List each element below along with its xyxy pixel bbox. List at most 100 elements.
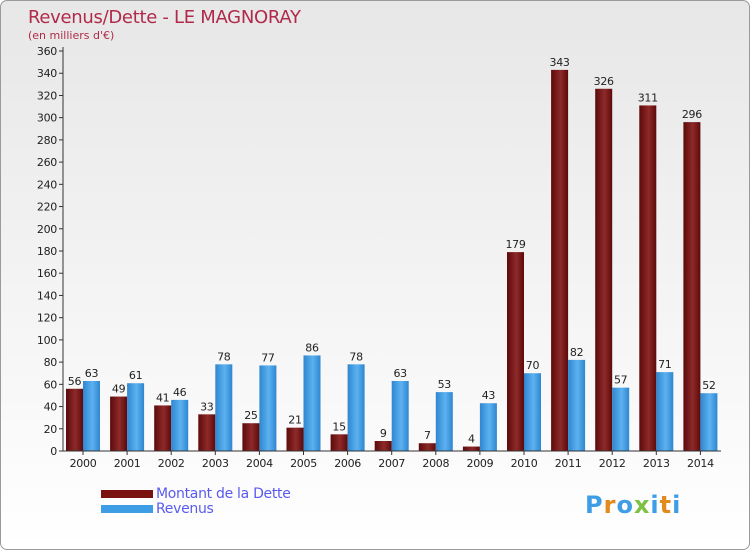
bar-debt-2006 — [330, 434, 348, 451]
value-label-debt-2011: 343 — [550, 56, 570, 69]
bar-debt-2007 — [374, 441, 392, 451]
value-label-revenue-2005: 86 — [305, 341, 319, 354]
value-label-revenue-2000: 63 — [85, 367, 99, 380]
value-label-debt-2010: 179 — [505, 238, 525, 251]
value-label-revenue-2012: 57 — [614, 374, 628, 387]
x-tick-label-2000: 2000 — [70, 457, 97, 470]
logo-letter: r — [603, 491, 617, 519]
bar-revenue-2002 — [171, 399, 189, 451]
x-tick-label-2001: 2001 — [114, 457, 141, 470]
y-tick-label: 320 — [37, 89, 57, 102]
x-tick-label-2006: 2006 — [334, 457, 361, 470]
bar-debt-2011 — [551, 69, 569, 451]
logo-letter: P — [585, 491, 604, 519]
logo-letter: t — [659, 491, 673, 519]
value-label-debt-2000: 56 — [68, 375, 82, 388]
value-label-debt-2013: 311 — [638, 91, 658, 104]
value-label-debt-2006: 15 — [332, 420, 346, 433]
value-label-debt-2014: 296 — [682, 108, 702, 121]
legend-swatch-revenue — [101, 505, 153, 513]
logo-letter: i — [672, 491, 682, 519]
y-tick-label: 20 — [44, 423, 58, 436]
value-label-debt-2008: 7 — [424, 429, 431, 442]
bar-revenue-2014 — [700, 393, 718, 451]
chart-title: Revenus/Dette - LE MAGNORAY — [28, 7, 301, 28]
y-tick-label: 160 — [37, 267, 57, 280]
y-tick-label: 280 — [37, 134, 57, 147]
y-tick-label: 80 — [44, 356, 58, 369]
y-tick-label: 340 — [37, 67, 57, 80]
x-tick-label-2011: 2011 — [555, 457, 582, 470]
value-label-revenue-2002: 46 — [173, 386, 187, 399]
bar-debt-2014 — [683, 122, 701, 451]
bar-revenue-2006 — [347, 364, 365, 451]
value-label-debt-2007: 9 — [380, 427, 387, 440]
value-label-debt-2003: 33 — [200, 400, 214, 413]
bar-revenue-2007 — [391, 381, 409, 451]
value-label-revenue-2004: 77 — [261, 351, 275, 364]
value-label-revenue-2008: 53 — [438, 378, 452, 391]
x-tick-label-2009: 2009 — [467, 457, 494, 470]
y-tick-label: 240 — [37, 178, 57, 191]
bar-revenue-2004 — [259, 365, 277, 451]
x-tick-label-2005: 2005 — [290, 457, 317, 470]
bar-revenue-2001 — [127, 383, 145, 451]
x-tick-label-2008: 2008 — [422, 457, 449, 470]
value-label-revenue-2009: 43 — [482, 389, 496, 402]
value-label-revenue-2011: 82 — [570, 346, 583, 359]
value-label-revenue-2001: 61 — [129, 369, 142, 382]
bar-revenue-2013 — [656, 372, 674, 451]
bar-debt-2004 — [242, 423, 260, 451]
value-label-revenue-2006: 78 — [349, 350, 363, 363]
logo-letter: o — [616, 491, 634, 519]
bar-debt-2001 — [110, 396, 128, 451]
value-label-debt-2004: 25 — [244, 409, 258, 422]
value-label-revenue-2014: 52 — [702, 379, 715, 392]
legend-label-debt: Montant de la Dette — [156, 486, 291, 502]
bar-debt-2005 — [286, 427, 304, 451]
bar-revenue-2009 — [479, 403, 497, 451]
value-label-revenue-2010: 70 — [526, 359, 540, 372]
legend-label-revenue: Revenus — [156, 501, 214, 517]
bar-revenue-2000 — [83, 381, 100, 451]
bar-revenue-2003 — [215, 364, 233, 451]
value-label-revenue-2007: 63 — [393, 367, 407, 380]
value-label-debt-2012: 326 — [594, 75, 614, 88]
logo-letter: x — [633, 491, 651, 519]
proxiti-logo: Proxiti — [585, 491, 681, 519]
logo-letter: i — [650, 491, 660, 519]
y-tick-label: 360 — [37, 45, 57, 58]
value-label-debt-2009: 4 — [468, 433, 475, 446]
legend-swatch-debt — [101, 490, 153, 498]
bar-revenue-2012 — [612, 387, 630, 451]
bar-debt-2003 — [198, 414, 216, 451]
bar-revenue-2010 — [524, 373, 541, 451]
value-label-debt-2001: 49 — [112, 383, 126, 396]
value-label-revenue-2003: 78 — [217, 350, 231, 363]
y-tick-label: 140 — [37, 289, 57, 302]
x-tick-label-2013: 2013 — [643, 457, 670, 470]
x-tick-label-2002: 2002 — [158, 457, 185, 470]
chart-subtitle: (en milliers d'€) — [28, 29, 115, 42]
y-tick-label: 120 — [37, 312, 57, 325]
x-tick-label-2010: 2010 — [511, 457, 538, 470]
value-label-debt-2002: 41 — [156, 391, 169, 404]
y-tick-label: 180 — [37, 245, 57, 258]
bar-debt-2009 — [462, 446, 480, 451]
bar-revenue-2008 — [435, 392, 453, 451]
y-tick-label: 220 — [37, 201, 57, 214]
y-tick-label: 60 — [44, 378, 58, 391]
x-tick-label-2007: 2007 — [378, 457, 405, 470]
x-tick-label-2004: 2004 — [246, 457, 273, 470]
y-tick-label: 0 — [50, 445, 57, 458]
bar-debt-2013 — [639, 105, 657, 451]
x-tick-label-2014: 2014 — [687, 457, 714, 470]
x-tick-label-2012: 2012 — [599, 457, 626, 470]
y-tick-label: 300 — [37, 112, 57, 125]
bar-debt-2012 — [595, 88, 613, 452]
bar-debt-2000 — [66, 388, 83, 451]
bar-revenue-2005 — [303, 355, 321, 451]
value-label-debt-2005: 21 — [288, 414, 301, 427]
